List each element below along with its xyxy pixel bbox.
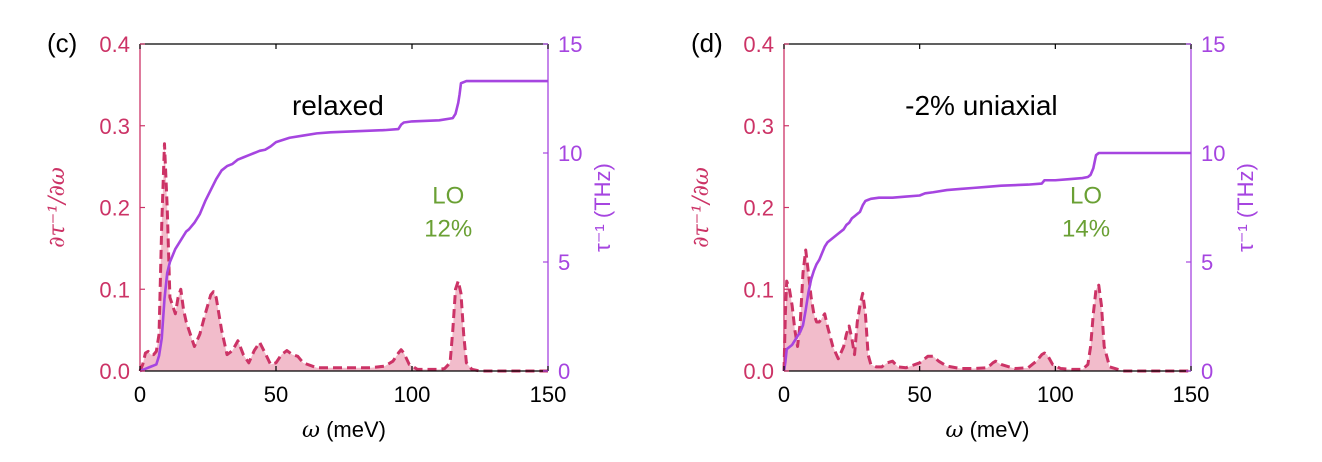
- left-y-tick-label: 0.2: [743, 196, 774, 221]
- x-axis-label: ω (meV): [946, 417, 1030, 443]
- panel-title: -2% uniaxial: [905, 90, 1058, 121]
- spectral-area: [784, 250, 1191, 371]
- panel-d: 0 50 100 150 0.0 0.1 0.2 0.3 0.4 0 5 10 15 ω (meV) ∂τ⁻…: [689, 28, 1258, 443]
- cumulative-line: [139, 79, 548, 373]
- right-y-tick-label: 0: [558, 359, 570, 384]
- panel-label: (c): [47, 28, 77, 58]
- spectral-area: [140, 143, 548, 371]
- right-y-tick-label: 0: [1201, 359, 1213, 384]
- right-y-axis-label: τ⁻¹ (THz): [1233, 163, 1258, 252]
- right-y-tick-label: 10: [558, 141, 582, 166]
- left-y-tick-label: 0.4: [99, 32, 130, 57]
- left-y-tick-label: 0.0: [99, 359, 130, 384]
- left-y-axis-label: ∂τ⁻¹/∂ω: [45, 167, 70, 248]
- spectral-dashed-line: [782, 248, 1191, 373]
- left-y-tick-label: 0.0: [743, 359, 774, 384]
- x-tick-label: 100: [1037, 382, 1074, 407]
- x-tick-label: 0: [134, 382, 146, 407]
- x-axis-label: ω (meV): [302, 417, 386, 443]
- right-y-tick-label: 15: [1201, 32, 1225, 57]
- x-tick-label: 100: [394, 382, 431, 407]
- lo-annotation-percent: 14%: [1062, 215, 1110, 242]
- right-y-tick-label: 10: [1201, 141, 1225, 166]
- panel-title: relaxed: [292, 90, 384, 121]
- cumulative-line: [782, 151, 1191, 372]
- x-tick-label: 150: [1173, 382, 1210, 407]
- left-y-tick-label: 0.1: [99, 277, 130, 302]
- x-tick-label: 50: [264, 382, 288, 407]
- right-y-tick-label: 5: [1201, 250, 1213, 275]
- right-y-axis-label: τ⁻¹ (THz): [590, 163, 615, 252]
- lo-annotation-label: LO: [432, 182, 464, 209]
- left-y-axis-label: ∂τ⁻¹/∂ω: [689, 167, 714, 248]
- left-y-tick-label: 0.3: [99, 114, 130, 139]
- left-y-tick-label: 0.2: [99, 196, 130, 221]
- lo-annotation-label: LO: [1070, 182, 1102, 209]
- right-y-tick-label: 5: [558, 250, 570, 275]
- panel-c: 0 50 100 150 0.0 0.1 0.2 0.3 0.4 0 5 10 15 ω (meV) ∂τ⁻…: [45, 28, 615, 443]
- lo-annotation-percent: 12%: [424, 215, 472, 242]
- x-tick-label: 0: [778, 382, 790, 407]
- x-tick-label: 150: [530, 382, 567, 407]
- left-y-tick-label: 0.4: [743, 32, 774, 57]
- left-y-tick-label: 0.3: [743, 114, 774, 139]
- spectral-dashed-line: [138, 142, 548, 373]
- x-tick-label: 50: [907, 382, 931, 407]
- right-y-tick-label: 15: [558, 32, 582, 57]
- left-y-tick-label: 0.1: [743, 277, 774, 302]
- panel-label: (d): [691, 28, 723, 58]
